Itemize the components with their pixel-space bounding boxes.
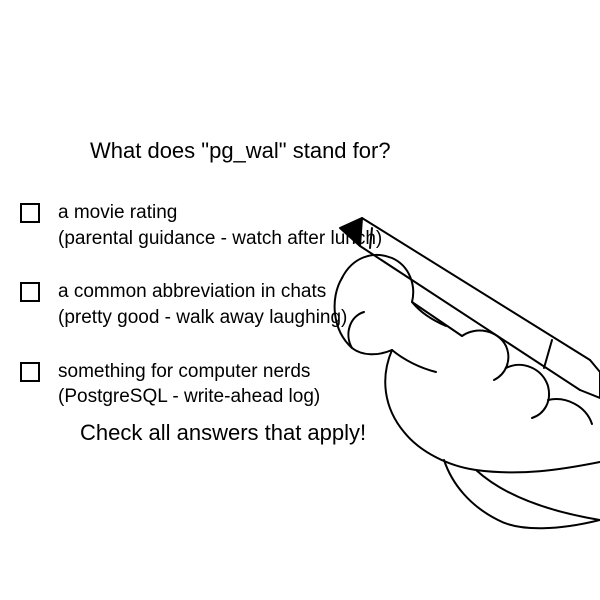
option-text: something for computer nerds (PostgreSQL…	[58, 359, 320, 410]
options-list: a movie rating (parental guidance - watc…	[20, 200, 540, 438]
instruction-text: Check all answers that apply!	[80, 420, 366, 446]
option-line1: a movie rating	[58, 200, 382, 226]
option-line2: (PostgreSQL - write-ahead log)	[58, 384, 320, 410]
checkbox-option-3[interactable]	[20, 362, 40, 382]
question-text: What does "pg_wal" stand for?	[90, 138, 391, 164]
option-text: a common abbreviation in chats (pretty g…	[58, 279, 347, 330]
checkbox-option-1[interactable]	[20, 203, 40, 223]
option-row: a common abbreviation in chats (pretty g…	[20, 279, 540, 330]
quiz-card: What does "pg_wal" stand for? a movie ra…	[0, 0, 600, 600]
option-row: a movie rating (parental guidance - watc…	[20, 200, 540, 251]
option-line1: something for computer nerds	[58, 359, 320, 385]
option-line2: (pretty good - walk away laughing)	[58, 305, 347, 331]
option-line2: (parental guidance - watch after lunch)	[58, 226, 382, 252]
option-line1: a common abbreviation in chats	[58, 279, 347, 305]
option-text: a movie rating (parental guidance - watc…	[58, 200, 382, 251]
checkbox-option-2[interactable]	[20, 282, 40, 302]
option-row: something for computer nerds (PostgreSQL…	[20, 359, 540, 410]
